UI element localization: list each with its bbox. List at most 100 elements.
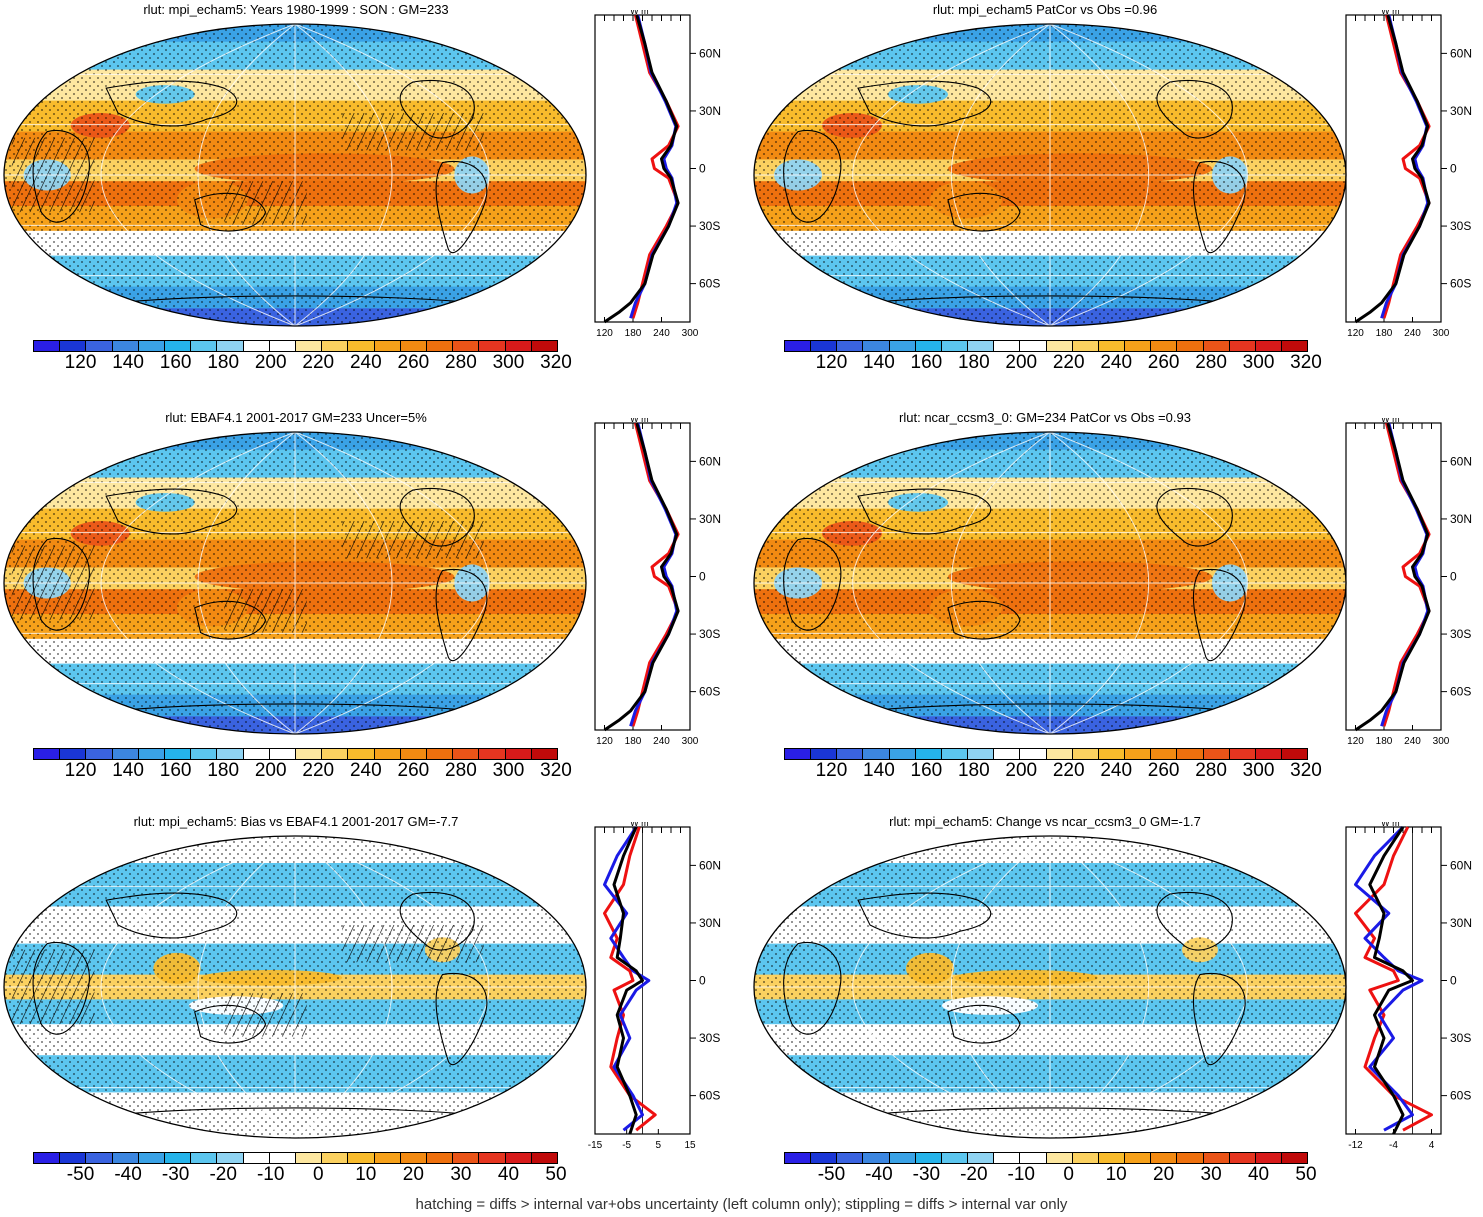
hatching	[224, 589, 307, 633]
colorbar-label: 160	[159, 352, 192, 373]
colorbar-swatch	[296, 749, 323, 759]
coastline	[435, 160, 488, 254]
x-tick-label: 180	[1376, 328, 1393, 339]
zonal-mean-plot: W m-2 60N 30N 0 30S 60S 120 180 240 300	[1345, 418, 1472, 747]
zonal-unit: W m-2	[1381, 418, 1406, 424]
colorbar-swatch	[427, 341, 454, 351]
colorbar-swatch	[269, 1153, 297, 1163]
colorbar-swatch	[1072, 341, 1099, 351]
zonal-mean-line-red	[631, 14, 680, 319]
colorbar-swatch	[968, 1153, 995, 1163]
x-tick-label: 300	[1433, 328, 1450, 339]
colorbar-label: 40	[497, 1164, 520, 1185]
colorbar-label: 280	[1195, 352, 1227, 373]
world-map	[753, 835, 1347, 1139]
colorbar-label: 300	[492, 352, 525, 373]
colorbar-label: 240	[1100, 760, 1133, 781]
colorbar-label: -40	[865, 1164, 893, 1185]
colorbar-swatch	[915, 749, 942, 759]
colorbar-swatch	[243, 749, 270, 759]
lat-label: 60N	[1450, 46, 1472, 60]
colorbar-labels: -50 -40 -30 -20 -10 0 10 20 30 40 50	[784, 1164, 1317, 1186]
x-tick-label: 4	[1429, 1140, 1435, 1151]
colorbar-swatch	[994, 1153, 1021, 1163]
colorbar-swatch	[138, 1153, 166, 1163]
colorbar-label: 220	[302, 760, 335, 781]
graticule	[4, 432, 586, 734]
colorbar-swatch	[1046, 341, 1073, 351]
colorbar-swatch	[785, 749, 812, 759]
colorbar-swatch	[1072, 749, 1099, 759]
coastline	[839, 703, 1261, 714]
zonal-frame	[1345, 422, 1442, 731]
colorbar-swatch	[915, 341, 942, 351]
coastline	[947, 192, 1021, 232]
graticule	[754, 836, 1346, 1138]
lat-label: 30N	[1450, 512, 1472, 526]
colorbar-swatch	[863, 341, 890, 351]
lat-label: 0	[699, 974, 706, 988]
colorbar	[784, 340, 1308, 352]
colorbar-label: 300	[492, 760, 525, 781]
colorbar-swatch	[1229, 1153, 1256, 1163]
coastline	[947, 600, 1021, 640]
panel-observations: rlut: EBAF4.1 2001-2017 GM=233 Uncer=5% …	[0, 408, 741, 813]
lat-label: 30S	[1450, 219, 1471, 233]
colorbar-label: 200	[1005, 760, 1038, 781]
colorbar-swatch	[1203, 1153, 1230, 1163]
colorbar-swatch	[165, 749, 192, 759]
colorbar-swatch	[191, 749, 218, 759]
colorbar-swatch	[1020, 341, 1047, 351]
colorbar-label: 220	[1052, 760, 1085, 781]
colorbar-label: -10	[1007, 1164, 1035, 1185]
colorbar-swatch	[505, 341, 532, 351]
colorbar-labels: 120 140 160 180 200 220 240 260 280 300 …	[784, 352, 1322, 374]
colorbar-labels: 120 140 160 180 200 220 240 260 280 300 …	[33, 352, 572, 374]
x-tick-label: 120	[1347, 736, 1364, 747]
colorbar-label: 260	[397, 760, 430, 781]
colorbar	[33, 340, 558, 352]
colorbar-label: 140	[112, 352, 144, 373]
colorbar-swatch	[191, 341, 218, 351]
colorbar-swatch	[1177, 341, 1204, 351]
colorbar-label: 320	[1290, 352, 1322, 373]
colorbar-swatch	[427, 1153, 454, 1163]
coastline	[435, 568, 488, 662]
colorbar-label: 10	[355, 1164, 377, 1185]
coastlines	[32, 891, 502, 1118]
graticule	[754, 24, 1346, 326]
colorbar-label: 40	[1247, 1164, 1270, 1185]
colorbar-swatch	[1125, 749, 1152, 759]
colorbar-swatch	[837, 1153, 864, 1163]
colorbar-swatch	[1098, 749, 1126, 759]
coastline	[783, 537, 842, 631]
colorbar-swatch	[348, 749, 375, 759]
colorbar-swatch	[217, 1153, 244, 1163]
colorbar-swatch	[968, 749, 995, 759]
x-tick-label: 180	[1376, 736, 1393, 747]
coastline	[399, 487, 475, 547]
colorbar-swatch	[60, 1153, 87, 1163]
colorbar-labels: 120 140 160 180 200 220 240 260 280 300 …	[784, 760, 1322, 782]
colorbar-swatch	[1098, 341, 1126, 351]
colorbar-label: 50	[1295, 1164, 1317, 1185]
colorbar-swatch	[112, 1153, 139, 1163]
x-tick-label: 120	[596, 736, 613, 747]
lat-label: 30S	[699, 219, 720, 233]
lat-label: 30N	[699, 104, 721, 118]
colorbar-swatch	[994, 341, 1021, 351]
zonal-unit: W m-2	[630, 822, 655, 828]
colorbar-swatch	[863, 749, 890, 759]
colorbar-label: 280	[445, 352, 477, 373]
zonal-unit: W m-2	[1381, 10, 1406, 16]
coastline	[783, 129, 842, 223]
colorbar-swatch	[505, 749, 532, 759]
zonal-mean-line-black	[603, 422, 680, 732]
colorbar-swatch	[889, 749, 916, 759]
colorbar-label: -10	[256, 1164, 285, 1185]
graticule	[754, 432, 1346, 734]
colorbar	[784, 748, 1308, 760]
colorbar-swatch	[269, 749, 297, 759]
zonal-mean-plot: W m-2 60N 30N 0 30S 60S 120 180 240 300	[594, 10, 721, 339]
colorbar-swatch	[138, 341, 166, 351]
